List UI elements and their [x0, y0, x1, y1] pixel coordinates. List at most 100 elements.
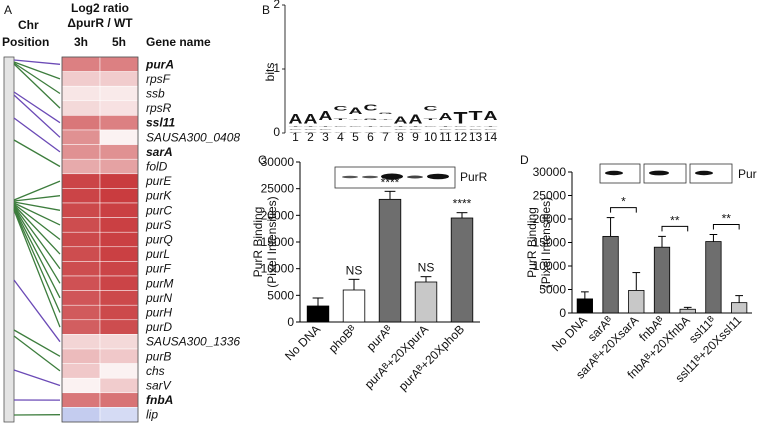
logo-letter: C [469, 133, 492, 134]
chr-link [13, 208, 61, 313]
x-tick-label: 10 [424, 130, 438, 144]
panel-label: A [4, 3, 12, 17]
y-tick-label: 30000 [533, 165, 567, 179]
y-tick-label: 20000 [533, 212, 567, 226]
logo-letter: G [484, 129, 505, 130]
heat-cell [99, 173, 139, 189]
logo-letter: G [334, 126, 354, 127]
x-tick-label: phoBᴮ [326, 322, 359, 355]
heat-cell [61, 304, 101, 321]
logo-letter: G [424, 126, 444, 127]
significance: NS [418, 261, 435, 275]
chromosome [3, 56, 15, 423]
x-tick-label: 9 [412, 130, 419, 144]
x-tick-label: 7 [382, 130, 389, 144]
gene-name: purL [145, 247, 170, 261]
chr-label: Chr [18, 18, 39, 32]
heat-cell [99, 363, 139, 379]
chr-link [13, 180, 61, 201]
gene-name: purQ [145, 233, 173, 247]
heat-cell [99, 85, 139, 102]
chr-link [13, 91, 61, 124]
logo-letter: C [349, 132, 370, 133]
chr-link [13, 206, 61, 284]
x-tick-label: 4 [337, 130, 344, 144]
logo-letter: A [379, 132, 400, 134]
gene-name: rpsR [146, 101, 172, 115]
bar [731, 302, 748, 314]
y-tick-label: 30000 [261, 155, 295, 169]
gene-name: folD [146, 160, 168, 174]
panel-label: B [262, 3, 270, 17]
chr-link [13, 207, 61, 299]
x-tick-label: 3 [322, 130, 329, 144]
chr-link [13, 195, 61, 202]
significance: * [621, 195, 626, 209]
logo-letter: G [289, 129, 310, 130]
gene-name: purS [145, 218, 171, 232]
x-tick-label: No DNA [549, 313, 590, 354]
logo-letter: G [439, 129, 460, 130]
logo-letter: C [379, 126, 400, 127]
heat-cell [61, 188, 101, 204]
gene-name: rpsF [146, 72, 171, 86]
heat-cell [99, 304, 139, 321]
bar [679, 308, 696, 314]
y-tick-label: 25000 [533, 189, 567, 203]
gene-name: ssb [146, 87, 165, 101]
heat-cell [99, 144, 139, 160]
heat-cell [61, 217, 101, 233]
gene-name: purB [145, 349, 171, 363]
heat-cell [61, 377, 101, 394]
y-tick-label: 5000 [539, 283, 566, 297]
x-tick-label: 12 [454, 130, 468, 144]
heat-cell [99, 188, 139, 204]
bracket [661, 225, 689, 232]
y-tick-label: 10000 [261, 262, 295, 276]
logo-letter: C [409, 133, 432, 134]
heat-cell [61, 173, 101, 189]
y-tick-label: 5000 [267, 288, 294, 302]
logo-letter: T [289, 126, 316, 127]
x-tick-label: 13 [469, 130, 483, 144]
heat-cell [99, 377, 139, 394]
bar [342, 289, 366, 323]
heat-cell [61, 275, 101, 291]
logo-letter: G [379, 113, 395, 115]
panel-label: D [520, 153, 529, 167]
chr-link [13, 61, 61, 80]
logo-letter: A [289, 112, 303, 127]
logo-letter: C [304, 133, 327, 134]
x-tick-label: 2 [307, 130, 314, 144]
heat-cell [99, 231, 139, 248]
logo-letter: C [424, 105, 440, 113]
gene-name: sarV [146, 379, 172, 393]
heat-cell [61, 363, 101, 379]
y-tick-label: 1 [273, 61, 280, 75]
y-axis-label: (Pixel Intensities) [539, 197, 553, 288]
logo-letter: A [424, 132, 445, 134]
gene-name: purF [145, 262, 171, 276]
x-tick-label: 11 [439, 130, 452, 144]
significance: NS [346, 263, 363, 277]
gene-name: purE [145, 174, 172, 188]
gene-name: purN [145, 291, 172, 305]
blot-label: PurR [460, 170, 488, 184]
heat-cell [99, 319, 139, 335]
blot-c [334, 166, 456, 189]
logo-letter: C [394, 133, 417, 134]
y-axis-label: (Pixel Intensities) [265, 196, 279, 287]
logo-letter: C [484, 133, 507, 134]
logo-letter: T [409, 126, 436, 127]
heat-cell [99, 100, 139, 116]
x-tick-label: purAᴮ [364, 322, 395, 353]
logo-letter: T [304, 126, 331, 127]
y-tick-label: 10000 [533, 259, 567, 273]
significance: ** [670, 213, 680, 227]
significance: **** [381, 175, 400, 189]
heat-cell [61, 85, 101, 102]
heat-cell [61, 348, 101, 364]
logo-letter: A [304, 112, 318, 127]
y-tick-label: 0 [273, 125, 280, 139]
heat-cell [61, 246, 101, 262]
